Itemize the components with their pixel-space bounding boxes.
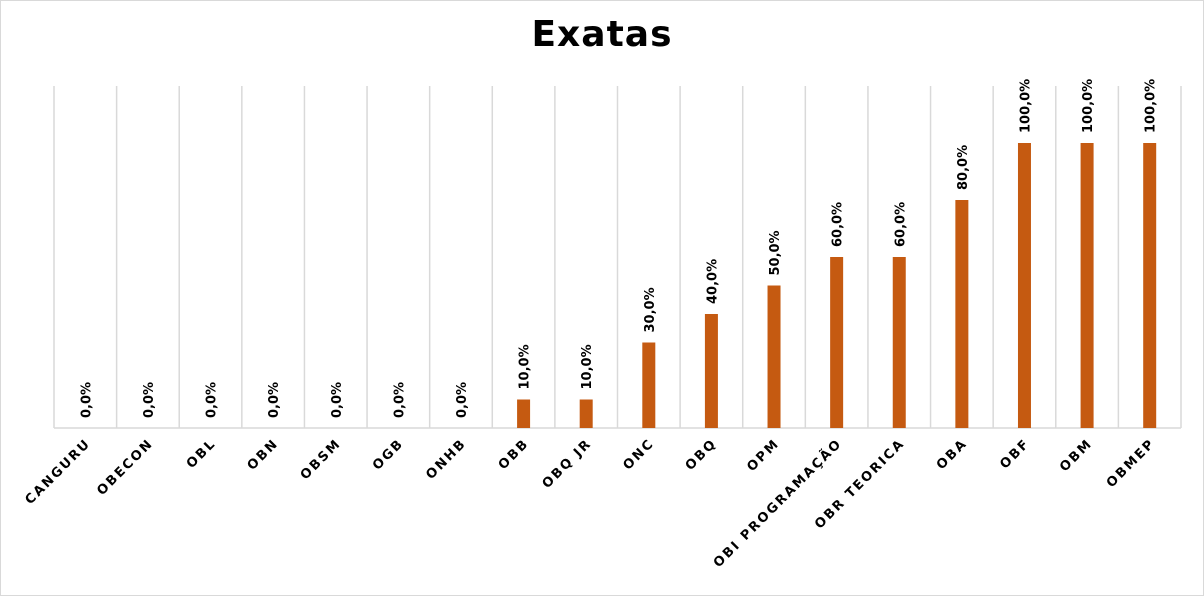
category-label: OBM (1057, 436, 1096, 475)
bar (642, 342, 656, 428)
category-label: OBI PROGRAMAÇÃO (710, 436, 845, 571)
data-label: 30,0% (643, 287, 658, 332)
data-label: 0,0% (267, 382, 282, 418)
data-label: 100,0% (1018, 79, 1033, 133)
category-label: CANGURU (23, 436, 95, 508)
bar (1080, 143, 1094, 428)
gridlines (53, 86, 1182, 428)
bar (830, 257, 844, 428)
category-label: OBL (184, 436, 220, 472)
bar (767, 285, 781, 428)
category-label: OGB (370, 436, 407, 473)
category-label: OBQ (683, 436, 720, 473)
data-label: 50,0% (768, 230, 783, 275)
category-label: OBA (934, 436, 971, 473)
data-label: 60,0% (893, 202, 908, 247)
category-label: OBECON (94, 436, 156, 498)
bar (1143, 143, 1157, 428)
bar (1017, 143, 1031, 428)
data-label: 0,0% (79, 382, 94, 418)
data-label: 60,0% (831, 202, 846, 247)
data-label: 10,0% (580, 344, 595, 389)
category-label: OBSM (298, 436, 345, 483)
data-label: 10,0% (518, 344, 533, 389)
chart-title: Exatas (531, 14, 673, 55)
category-label: OBQ JR (540, 436, 595, 491)
bar (892, 257, 906, 428)
category-label: ONHB (423, 436, 469, 482)
data-label: 0,0% (142, 382, 157, 418)
data-label: 0,0% (330, 382, 345, 418)
category-label: ONC (621, 436, 658, 473)
bars (517, 143, 1157, 428)
data-labels: 0,0% 0,0% 0,0% 0,0% 0,0% 0,0% 0,0% 10,0% 10,0% 30… (79, 79, 1158, 418)
data-label: 100,0% (1144, 79, 1159, 133)
bar (955, 200, 969, 428)
data-label: 0,0% (455, 382, 470, 418)
category-label: OBMEP (1104, 436, 1159, 491)
bar (704, 314, 718, 428)
bar (579, 399, 593, 428)
category-label: OBB (496, 436, 533, 473)
category-label: OBF (997, 436, 1033, 472)
data-label: 80,0% (956, 145, 971, 190)
data-label: 0,0% (205, 382, 220, 418)
category-label: OBN (245, 436, 282, 473)
data-label: 100,0% (1081, 79, 1096, 133)
data-label: 0,0% (392, 382, 407, 418)
bar (517, 399, 531, 428)
category-label: OPM (744, 436, 783, 475)
category-labels: CANGURU OBECON OBL OBN OBSM OGB ONHB OBB OBQ JR O… (23, 436, 1159, 571)
data-label: 40,0% (705, 259, 720, 304)
